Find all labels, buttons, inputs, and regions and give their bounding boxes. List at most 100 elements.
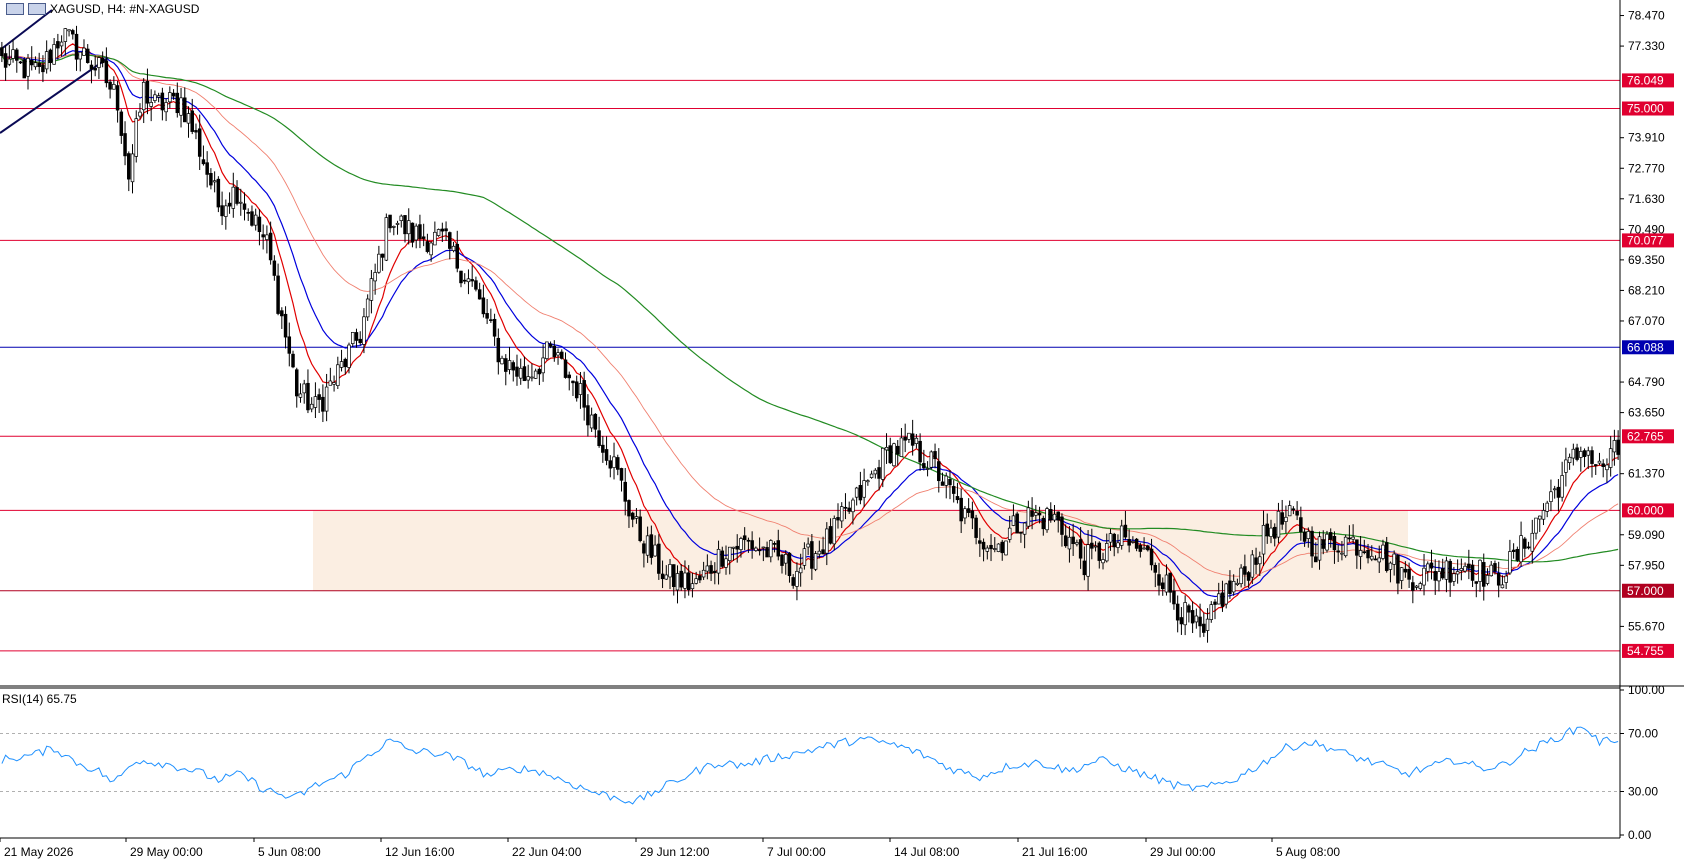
candle-body bbox=[1306, 531, 1311, 539]
candle-body bbox=[1019, 531, 1023, 534]
candle-body bbox=[914, 437, 919, 444]
candle bbox=[406, 208, 411, 245]
candle bbox=[466, 269, 471, 295]
candle bbox=[1496, 561, 1501, 598]
candle-body bbox=[112, 83, 116, 90]
candle-body bbox=[1601, 463, 1605, 467]
time-tick-label: 12 Jun 16:00 bbox=[385, 845, 455, 859]
candle bbox=[227, 192, 232, 214]
candle-body bbox=[1071, 536, 1075, 545]
candle bbox=[253, 208, 258, 231]
candle-body bbox=[817, 550, 822, 555]
candle bbox=[97, 56, 101, 80]
candle-body bbox=[1067, 536, 1072, 550]
candle bbox=[384, 213, 389, 262]
candle-body bbox=[1310, 530, 1314, 557]
candle-body bbox=[881, 447, 885, 480]
candle bbox=[1541, 503, 1546, 526]
candle bbox=[563, 352, 568, 379]
price-tick-label: 69.350 bbox=[1628, 253, 1665, 267]
candle bbox=[903, 423, 907, 453]
candle-body bbox=[1194, 615, 1199, 623]
level-price-label: 62.765 bbox=[1627, 429, 1664, 443]
candle bbox=[1082, 546, 1087, 581]
candle bbox=[250, 205, 254, 227]
candle bbox=[354, 328, 359, 348]
candle-body bbox=[1112, 533, 1116, 548]
candle bbox=[552, 340, 557, 362]
candle bbox=[1440, 558, 1445, 580]
candle bbox=[82, 39, 86, 56]
candle bbox=[481, 284, 486, 318]
candle-body bbox=[713, 570, 717, 574]
candle bbox=[440, 222, 445, 242]
candle-body bbox=[821, 549, 825, 555]
candle-body bbox=[951, 486, 956, 494]
candle-body bbox=[1022, 522, 1027, 535]
candle-body bbox=[216, 178, 221, 208]
range-zone bbox=[313, 510, 1408, 591]
candle-body bbox=[884, 446, 889, 451]
candle-body bbox=[48, 49, 53, 64]
chart-type-icon[interactable] bbox=[28, 3, 46, 15]
candle-body bbox=[944, 475, 948, 486]
candle-body bbox=[593, 413, 598, 430]
candle-body bbox=[1381, 544, 1385, 559]
candle-body bbox=[533, 370, 538, 379]
candle-body bbox=[41, 64, 45, 73]
candle bbox=[854, 486, 859, 506]
candle bbox=[280, 307, 284, 329]
candle bbox=[1179, 607, 1184, 635]
candle-body bbox=[657, 543, 661, 574]
candle-body bbox=[123, 133, 127, 157]
candle bbox=[742, 527, 747, 551]
candle bbox=[970, 501, 975, 530]
candle bbox=[1590, 446, 1594, 478]
candle-body bbox=[1388, 562, 1393, 570]
candle-body bbox=[1026, 507, 1031, 527]
candle-body bbox=[1482, 562, 1486, 587]
candle bbox=[395, 220, 400, 235]
candle bbox=[978, 527, 982, 557]
candle-body bbox=[1205, 618, 1210, 631]
candle bbox=[343, 357, 348, 375]
candle-body bbox=[604, 449, 609, 461]
level-price-tag bbox=[1622, 429, 1674, 444]
candle-body bbox=[1056, 511, 1060, 521]
candle-body bbox=[0, 47, 4, 57]
candle-body bbox=[638, 516, 642, 542]
candle-body bbox=[56, 41, 60, 49]
candle-body bbox=[444, 228, 448, 232]
rsi-label: RSI(14) 65.75 bbox=[2, 692, 77, 706]
candle bbox=[309, 397, 314, 413]
candle bbox=[918, 433, 922, 471]
candle bbox=[22, 57, 27, 79]
candle bbox=[746, 537, 751, 553]
candle-body bbox=[1127, 539, 1131, 546]
candle-body bbox=[630, 512, 635, 520]
rsi-tick-label: 70.00 bbox=[1628, 727, 1658, 741]
chart-menu-icon[interactable] bbox=[6, 3, 24, 15]
candle-body bbox=[321, 396, 325, 412]
candle bbox=[1381, 539, 1385, 561]
candle-body bbox=[1396, 554, 1400, 584]
candle bbox=[884, 433, 889, 464]
candle-body bbox=[1168, 572, 1172, 593]
candle bbox=[888, 437, 893, 465]
candle bbox=[1426, 561, 1430, 582]
candle-body bbox=[481, 297, 486, 315]
candle bbox=[1112, 532, 1116, 557]
candle bbox=[623, 467, 627, 516]
candle-body bbox=[377, 253, 381, 273]
candle bbox=[739, 536, 743, 558]
candle bbox=[892, 442, 896, 467]
candle bbox=[1142, 537, 1146, 550]
candle bbox=[1411, 575, 1415, 604]
candle bbox=[586, 394, 590, 437]
candle-body bbox=[164, 102, 168, 113]
candle bbox=[1086, 529, 1090, 591]
candle-body bbox=[71, 30, 75, 35]
candle-body bbox=[440, 228, 445, 232]
trendline-drawing bbox=[0, 9, 53, 51]
candle-body bbox=[970, 510, 975, 519]
